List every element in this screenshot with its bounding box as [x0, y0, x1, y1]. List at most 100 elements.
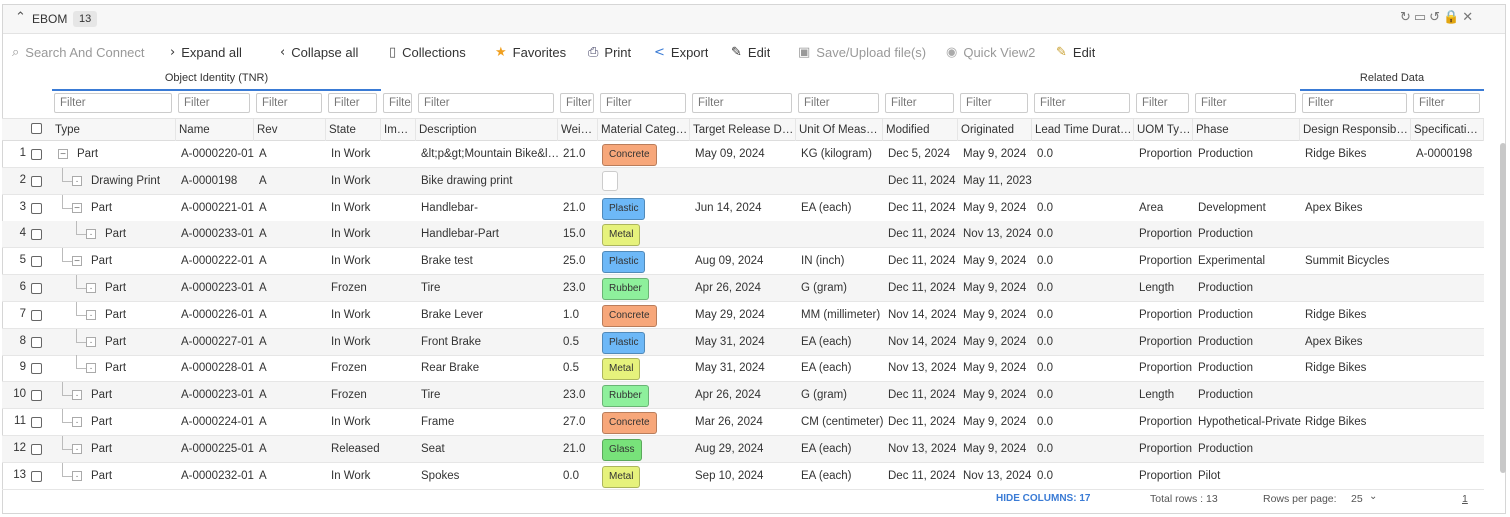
filter-input[interactable]: Filter: [1195, 93, 1296, 113]
column-header[interactable]: Material Categ…: [598, 119, 690, 141]
row-checkbox[interactable]: [31, 202, 42, 214]
row-number: 11: [14, 415, 26, 427]
tree-expander[interactable]: ·: [86, 336, 96, 347]
hide-columns[interactable]: HIDE COLUMNS: 17: [996, 493, 1091, 504]
tree-expander[interactable]: ·: [72, 417, 82, 427]
tree-expander[interactable]: ·: [72, 470, 82, 481]
row-number: 10: [13, 388, 26, 401]
select-all[interactable]: [31, 123, 42, 134]
row-checkbox[interactable]: [31, 256, 42, 268]
toolbar-button[interactable]: ✎ Edit: [731, 45, 770, 60]
row-checkbox[interactable]: [31, 149, 42, 160]
toolbar-button[interactable]: ⌕ Search And Connect: [12, 45, 145, 60]
column-header[interactable]: State: [326, 119, 381, 141]
row-checkbox[interactable]: [31, 283, 42, 294]
row-checkbox[interactable]: [31, 336, 42, 348]
tree-expander[interactable]: ·: [86, 309, 96, 320]
cell: Dec 11, 2024: [888, 174, 956, 187]
row-checkbox[interactable]: [31, 309, 42, 321]
cell: Handlebar-: [421, 201, 478, 214]
row-checkbox[interactable]: [31, 443, 42, 455]
toolbar-button[interactable]: ◉ Quick View2: [946, 45, 1035, 60]
filter-input[interactable]: Filter: [1034, 93, 1130, 113]
column-header[interactable]: Rev: [254, 119, 326, 141]
toolbar-button[interactable]: ✎ Edit: [1056, 45, 1095, 60]
filter-input[interactable]: Filter: [600, 93, 686, 113]
row-number: 4: [19, 227, 26, 240]
material-chip: Rubber: [602, 382, 649, 408]
filter-input[interactable]: Filter: [885, 93, 954, 113]
column-header[interactable]: Lead Time Durat…: [1032, 119, 1134, 141]
toolbar-button[interactable]: ⎙ Print: [588, 45, 631, 60]
filter-input[interactable]: Filter: [1413, 93, 1480, 113]
filter-input[interactable]: Filter: [1302, 93, 1407, 113]
tree-expander[interactable]: ·: [72, 175, 82, 186]
scrollbar[interactable]: [1500, 143, 1506, 473]
row-checkbox[interactable]: [31, 363, 42, 375]
panel-header: ⌃ EBOM 13 ↻▭↺🔒✕: [3, 5, 1505, 34]
row-checkbox[interactable]: [31, 390, 42, 402]
tree-expander[interactable]: −: [58, 149, 68, 159]
filter-input[interactable]: Filter: [960, 93, 1028, 113]
filter-input[interactable]: Filter: [692, 93, 792, 113]
column-header[interactable]: Modified: [883, 119, 958, 141]
filter-input[interactable]: Filter: [418, 93, 554, 113]
page-number[interactable]: 1: [1462, 493, 1468, 505]
filter-input[interactable]: Filter: [54, 93, 172, 113]
row-checkbox[interactable]: [31, 417, 42, 428]
filter-input[interactable]: Filter: [798, 93, 879, 113]
tree-line: [76, 328, 86, 343]
column-header[interactable]: Description: [416, 119, 558, 141]
column-header[interactable]: Name: [176, 119, 254, 141]
column-header[interactable]: Unit Of Meas…: [796, 119, 883, 141]
rows-per-page[interactable]: 25: [1351, 493, 1363, 505]
table-row: 1 − Part A-0000220-01 A In Work &lt;p&gt;Mount…: [2, 141, 1484, 168]
filter-input[interactable]: Filter: [560, 93, 594, 113]
cell: 0.0: [1037, 362, 1053, 375]
toolbar-button[interactable]: ★ Favorites: [495, 45, 566, 60]
toolbar-icon: ✎: [731, 45, 742, 60]
column-header[interactable]: Design Responsib…: [1300, 119, 1411, 141]
collapse-icon[interactable]: ⌃: [15, 10, 26, 25]
row-checkbox[interactable]: [31, 470, 42, 482]
tree-expander[interactable]: −: [72, 202, 82, 213]
row-checkbox[interactable]: [31, 229, 42, 241]
toolbar-button[interactable]: ▣ Save/Upload file(s): [798, 45, 926, 60]
column-header[interactable]: UOM Ty…: [1134, 119, 1193, 141]
toolbar-button[interactable]: < Export: [654, 45, 708, 60]
filter-input[interactable]: Filter: [178, 93, 250, 113]
cell: 21.0: [563, 442, 586, 455]
material-chip: Plastic: [602, 248, 646, 274]
filter-input[interactable]: Filter: [256, 93, 322, 113]
cell: Part: [91, 389, 113, 402]
column-header[interactable]: Originated: [958, 119, 1032, 141]
row-checkbox[interactable]: [31, 175, 42, 187]
tree-expander[interactable]: ·: [72, 390, 82, 401]
column-header[interactable]: Im…: [381, 119, 416, 141]
column-header[interactable]: Phase: [1193, 119, 1300, 141]
header-row: [2, 118, 1484, 141]
tree-expander[interactable]: −: [72, 256, 82, 267]
toolbar-button[interactable]: ▯ Collections: [389, 45, 466, 60]
dropdown-arrow[interactable]: ⌄: [1369, 491, 1378, 502]
tree-expander[interactable]: ·: [86, 363, 96, 374]
toolbar-button[interactable]: › Expand all: [170, 45, 242, 60]
cell: EA (each): [801, 201, 852, 214]
cell: Nov 13, 2024: [888, 362, 957, 375]
filter-input[interactable]: Filter: [328, 93, 377, 113]
filter-input[interactable]: Filter: [1136, 93, 1189, 113]
column-header[interactable]: Target Release D…: [690, 119, 796, 141]
table-row: 11 · Part A-0000224-01 A In Work Frame 27.0 Conc…: [2, 409, 1484, 436]
cell: Production: [1198, 282, 1253, 294]
cell: Summit Bicycles: [1305, 255, 1390, 268]
tree-expander[interactable]: ·: [86, 229, 96, 240]
tree-expander[interactable]: ·: [72, 443, 82, 454]
filter-input[interactable]: Filter: [383, 93, 412, 113]
tree-expander[interactable]: ·: [86, 283, 96, 293]
column-header[interactable]: Wei…: [558, 119, 598, 141]
toolbar-button[interactable]: ‹ Collapse all: [280, 45, 358, 60]
window-icons[interactable]: ↻▭↺🔒✕: [1400, 10, 1477, 25]
column-header[interactable]: Type: [52, 119, 176, 141]
column-header[interactable]: Specificati…: [1411, 119, 1484, 141]
cell: A: [259, 228, 267, 241]
